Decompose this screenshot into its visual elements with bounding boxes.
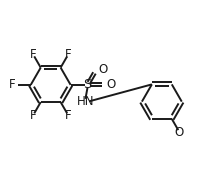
Text: HN: HN (77, 95, 94, 108)
Text: O: O (175, 126, 184, 139)
Text: F: F (30, 48, 36, 61)
Text: F: F (65, 109, 72, 122)
Text: F: F (30, 109, 36, 122)
Text: O: O (106, 78, 116, 91)
Text: S: S (83, 78, 92, 91)
Text: F: F (8, 78, 15, 91)
Text: F: F (65, 48, 72, 61)
Text: O: O (98, 63, 107, 76)
